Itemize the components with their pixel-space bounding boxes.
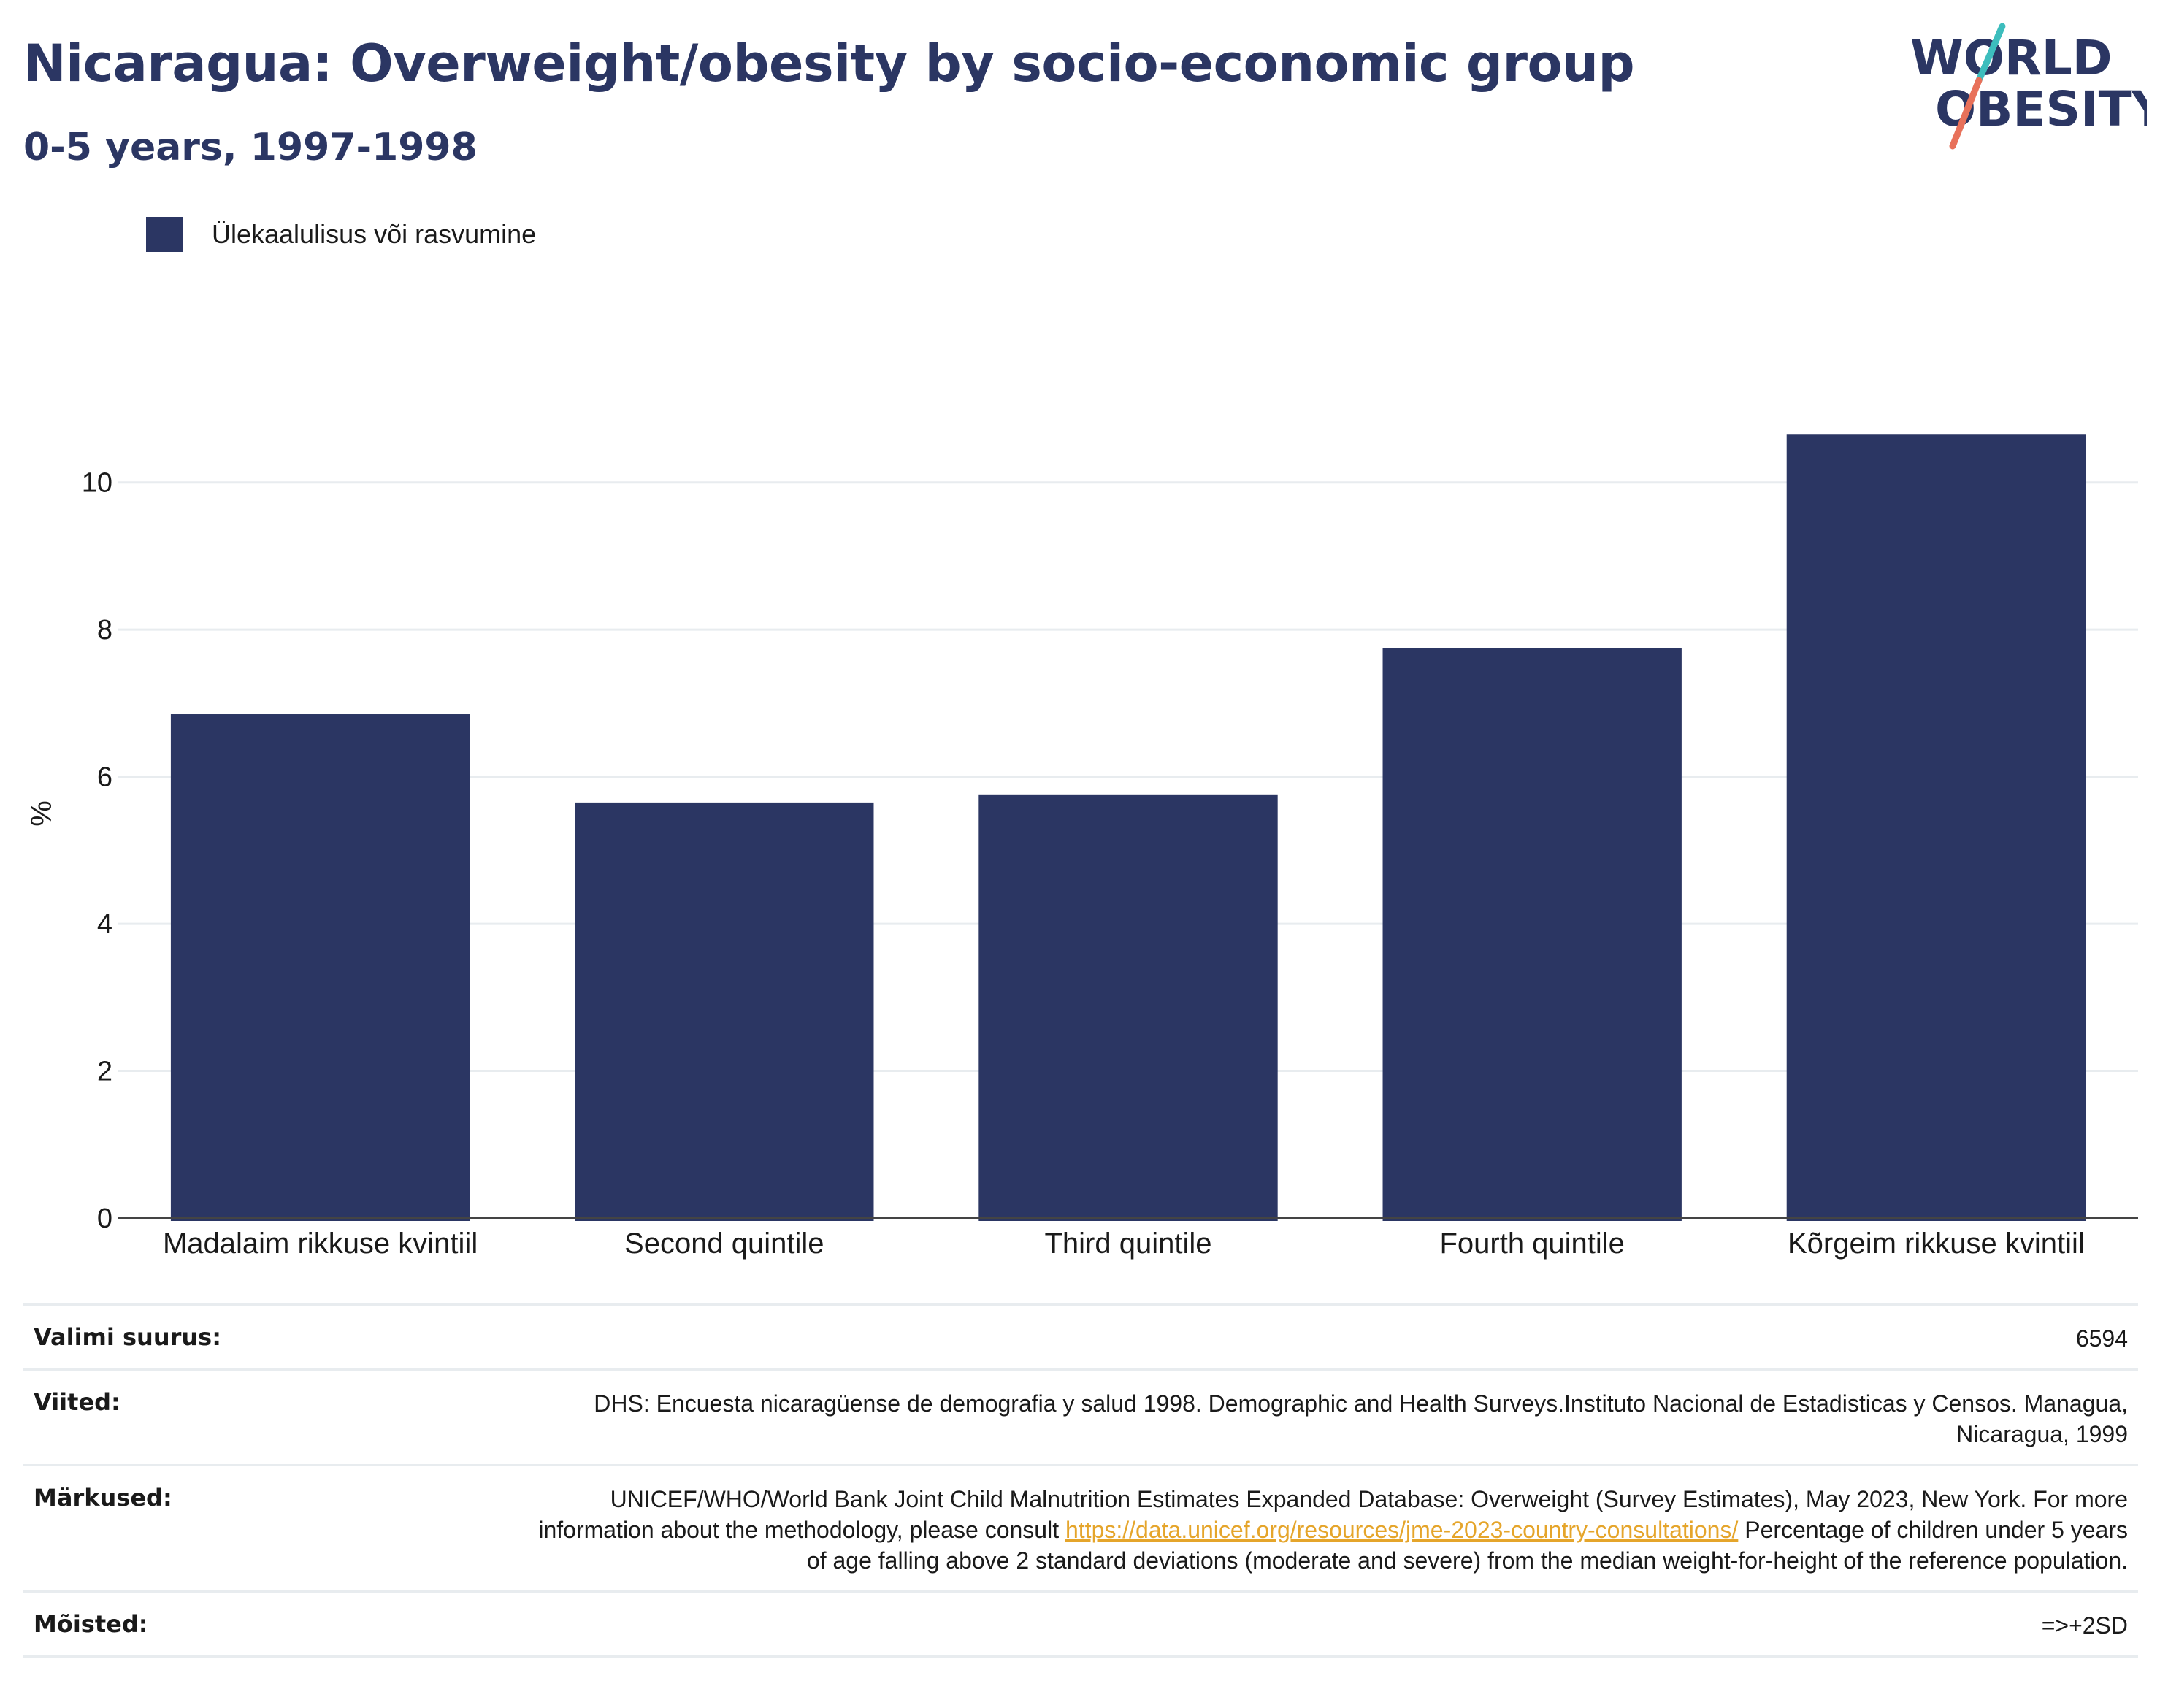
definitions-value: =>+2SD xyxy=(2041,1612,2128,1639)
legend-label: Ülekaalulisus või rasvumine xyxy=(212,219,537,249)
page-title: Nicaragua: Overweight/obesity by socio-e… xyxy=(23,34,1635,93)
notes-label: Märkused: xyxy=(34,1484,172,1512)
logo-slash-top xyxy=(1975,23,2006,84)
footer-row-references: Viited: DHS: Encuesta nicaragüense de de… xyxy=(23,1368,2138,1464)
x-tick-label: Kõrgeim rikkuse kvintiil xyxy=(1788,1228,2085,1260)
references-label: Viited: xyxy=(34,1388,120,1416)
y-tick-label: 0 xyxy=(97,1203,112,1234)
notes-value: UNICEF/WHO/World Bank Joint Child Malnut… xyxy=(521,1484,2128,1576)
sample-size-label: Valimi suurus: xyxy=(34,1323,222,1351)
logo-line1: WORLD xyxy=(1910,30,2113,86)
bar xyxy=(1786,434,2086,1221)
bar xyxy=(170,714,470,1221)
x-tick-label: Fourth quintile xyxy=(1439,1228,1624,1260)
legend-swatch xyxy=(146,217,183,252)
y-tick-label: 4 xyxy=(97,909,112,940)
logo-slash-bottom xyxy=(1949,77,1983,150)
y-axis-label: % xyxy=(26,800,58,827)
sample-size-value: 6594 xyxy=(2075,1325,2128,1352)
bar xyxy=(575,802,874,1221)
footer-row-notes: Märkused: UNICEF/WHO/World Bank Joint Ch… xyxy=(23,1464,2138,1590)
page-subtitle: 0-5 years, 1997-1998 xyxy=(23,126,478,169)
chart-legend[interactable]: Ülekaalulisus või rasvumine xyxy=(146,217,536,252)
footer-row-sample-size: Valimi suurus: 6594 xyxy=(23,1303,2138,1368)
y-tick-label: 10 xyxy=(82,468,112,499)
x-tick-label: Third quintile xyxy=(1044,1228,1211,1260)
world-obesity-logo: WORLD OBESITY xyxy=(1910,23,2147,150)
y-tick-label: 2 xyxy=(97,1057,112,1087)
bar xyxy=(978,794,1278,1221)
bar xyxy=(1382,648,1682,1221)
notes-text-before: UNICEF/WHO/World Bank Joint Child Malnut… xyxy=(538,1486,2128,1543)
x-tick-label: Madalaim rikkuse kvintiil xyxy=(163,1228,478,1260)
y-tick-label: 8 xyxy=(97,615,112,646)
footer-row-definitions: Mõisted: =>+2SD xyxy=(23,1590,2138,1658)
notes-link[interactable]: https://data.unicef.org/resources/jme-20… xyxy=(1065,1517,1739,1543)
bar-chart: 0 2 4 6 8 10% Madalaim rikkuse kvintiil Second … xyxy=(26,434,2138,1260)
definitions-label: Mõisted: xyxy=(34,1610,148,1638)
y-tick-label: 6 xyxy=(97,762,112,793)
chart-footer: Valimi suurus: 6594 Viited: DHS: Encuest… xyxy=(23,1303,2138,1658)
x-tick-label: Second quintile xyxy=(624,1228,824,1260)
references-value: DHS: Encuesta nicaragüense de demografia… xyxy=(594,1390,2128,1447)
notes-text-after: Percentage of children under 5 years of … xyxy=(806,1517,2128,1574)
